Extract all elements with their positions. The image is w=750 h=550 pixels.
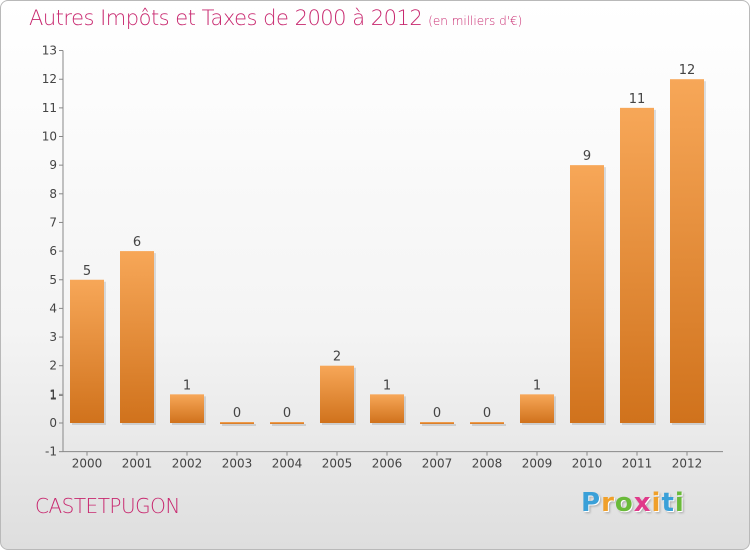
y-tick-label: 1 bbox=[49, 388, 57, 402]
y-tick-label: 12 bbox=[42, 72, 57, 86]
y-tick-label: 9 bbox=[49, 158, 57, 172]
bar-shadow bbox=[472, 424, 506, 426]
y-tick-label: 0 bbox=[49, 416, 57, 430]
x-tick-label: 2001 bbox=[122, 457, 153, 471]
bar bbox=[520, 394, 554, 423]
bar bbox=[570, 165, 604, 423]
bar-value-label: 1 bbox=[383, 378, 391, 393]
bar bbox=[420, 422, 454, 424]
bar-shadow bbox=[272, 424, 306, 426]
y-tick-label: 1 bbox=[49, 387, 57, 401]
bar-value-label: 0 bbox=[433, 406, 441, 421]
bar bbox=[170, 394, 204, 423]
y-tick-label: 8 bbox=[49, 187, 57, 201]
bar-shadow bbox=[222, 424, 256, 426]
bar bbox=[470, 422, 504, 424]
bar-value-label: 5 bbox=[83, 264, 91, 279]
chart-title-unit: (en milliers d'€) bbox=[428, 14, 523, 28]
bar bbox=[220, 422, 254, 424]
x-tick-label: 2004 bbox=[272, 457, 303, 471]
bar-value-label: 11 bbox=[629, 92, 646, 107]
x-tick-label: 2010 bbox=[572, 457, 603, 471]
bar-value-label: 12 bbox=[679, 63, 696, 78]
bar bbox=[320, 365, 354, 423]
y-tick-label: 7 bbox=[49, 215, 57, 229]
x-tick-label: 2003 bbox=[222, 457, 253, 471]
x-tick-label: 2009 bbox=[522, 457, 553, 471]
bar-value-label: 2 bbox=[333, 350, 341, 365]
bar-value-label: 0 bbox=[483, 406, 491, 421]
y-tick-label: 3 bbox=[49, 330, 57, 344]
logo-letter: x bbox=[633, 488, 652, 518]
bar-value-label: 0 bbox=[233, 406, 241, 421]
bar-shadow bbox=[422, 424, 456, 426]
x-tick-label: 2000 bbox=[72, 457, 103, 471]
y-tick-label: 4 bbox=[49, 301, 57, 315]
bar bbox=[670, 79, 704, 423]
y-tick-label: 5 bbox=[49, 273, 57, 287]
x-tick-label: 2012 bbox=[672, 457, 703, 471]
proxiti-logo: Proxiti bbox=[581, 488, 685, 518]
x-tick-label: 2005 bbox=[322, 457, 353, 471]
logo-letter: r bbox=[601, 488, 615, 518]
logo-letter: P bbox=[581, 488, 602, 518]
bar bbox=[370, 394, 404, 423]
logo-letter: o bbox=[614, 488, 634, 518]
bar bbox=[620, 107, 654, 423]
y-tick-label: 6 bbox=[49, 244, 57, 258]
y-tick-label: 2 bbox=[49, 359, 57, 373]
chart-title: Autres Impôts et Taxes de 2000 à 2012 (en… bbox=[29, 6, 522, 30]
chart-title-text: Autres Impôts et Taxes de 2000 à 2012 bbox=[29, 6, 423, 30]
y-tick-label: 11 bbox=[42, 101, 57, 115]
x-tick-label: 2006 bbox=[372, 457, 403, 471]
x-tick-label: 2002 bbox=[172, 457, 203, 471]
logo-letter: i bbox=[651, 488, 662, 518]
y-tick-label: 13 bbox=[42, 44, 57, 58]
y-tick-label: 10 bbox=[42, 130, 57, 144]
bar-value-label: 1 bbox=[183, 378, 191, 393]
bar-value-label: 6 bbox=[133, 235, 141, 250]
x-tick-label: 2011 bbox=[622, 457, 653, 471]
bar-value-label: 9 bbox=[583, 149, 591, 164]
bar-value-label: 1 bbox=[533, 378, 541, 393]
bar bbox=[270, 422, 304, 424]
place-name: CASTETPUGON bbox=[35, 494, 180, 518]
logo-letter: i bbox=[674, 488, 685, 518]
x-tick-label: 2008 bbox=[472, 457, 503, 471]
bar bbox=[70, 279, 104, 423]
x-tick-label: 2007 bbox=[422, 457, 453, 471]
bar-value-label: 0 bbox=[283, 406, 291, 421]
bar bbox=[120, 251, 154, 423]
logo-letter: t bbox=[661, 488, 675, 518]
y-tick-label: -1 bbox=[45, 445, 57, 459]
